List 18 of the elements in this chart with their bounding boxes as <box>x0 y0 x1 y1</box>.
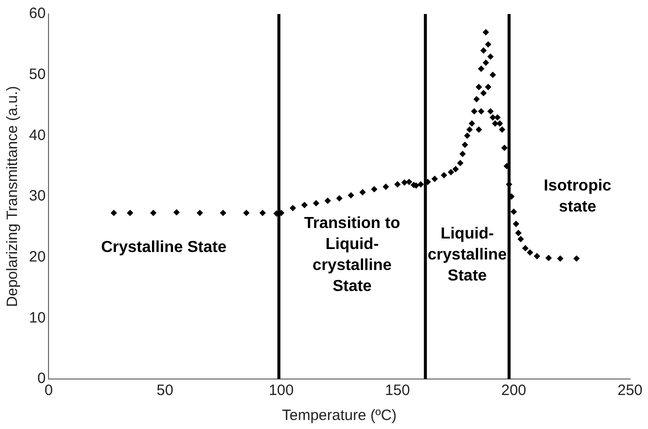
x-tick-label: 200 <box>501 382 526 400</box>
y-axis-title: Depolarizing Transmittance (a.u.) <box>4 86 22 307</box>
y-tick-label: 30 <box>28 188 46 205</box>
x-tick-label: 150 <box>384 382 410 400</box>
annotation: Transition to Liquid- crystalline State <box>304 214 400 295</box>
y-tick-label: 40 <box>28 126 46 144</box>
annotation: Liquid- crystalline State <box>428 225 507 284</box>
x-axis-title: Temperature (ºC) <box>282 407 397 424</box>
annotation: Isotropic state <box>544 177 612 216</box>
y-tick-label: 60 <box>28 5 46 22</box>
x-tick-label: 100 <box>268 382 294 400</box>
annotation: Crystalline State <box>101 239 227 256</box>
y-tick-label: 20 <box>28 248 46 266</box>
x-tick-label: 250 <box>617 382 643 400</box>
y-tick-label: 10 <box>28 309 46 326</box>
y-tick-label: 0 <box>37 370 46 388</box>
y-tick-label: 50 <box>28 66 46 83</box>
x-tick-label: 50 <box>156 382 174 400</box>
